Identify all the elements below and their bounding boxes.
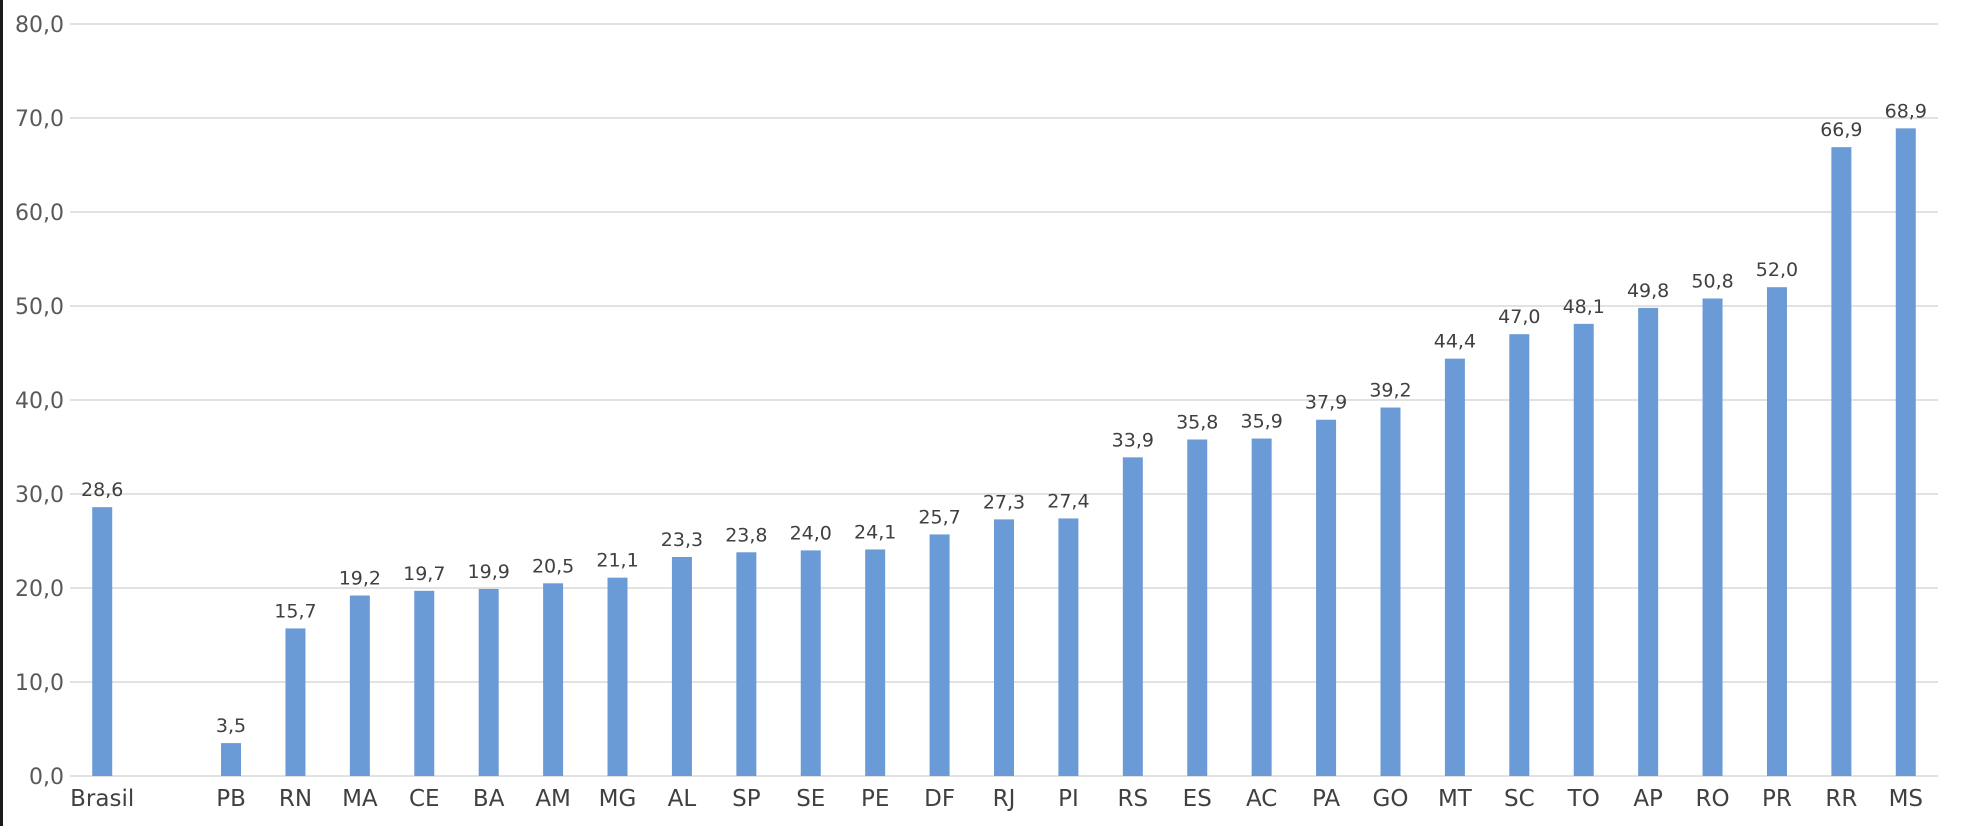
data-label: 50,8 [1691, 270, 1733, 292]
y-tick-label: 30,0 [15, 483, 64, 508]
bars [92, 128, 1916, 777]
data-labels: 28,6 3,5 15,7 19,2 19,7 19,9 20,5 21,1 23,3 23,8 2… [81, 100, 1927, 737]
bar [929, 534, 950, 776]
chart-border-left [0, 0, 3, 826]
data-label: 23,8 [725, 524, 767, 546]
x-category-label: RJ [993, 786, 1016, 812]
data-label: 27,3 [983, 491, 1025, 513]
data-label: 27,4 [1047, 490, 1089, 512]
bar [671, 556, 692, 776]
y-tick-label: 40,0 [15, 389, 64, 414]
x-category-label: PR [1762, 786, 1792, 812]
data-label: 47,0 [1498, 306, 1540, 328]
bar [1895, 128, 1916, 777]
x-category-label: RO [1696, 786, 1730, 812]
x-category-label: MS [1889, 786, 1923, 812]
bar [1573, 323, 1594, 776]
x-category-label: PB [216, 786, 246, 812]
data-label: 3,5 [216, 715, 246, 737]
bar [1251, 438, 1272, 776]
data-label: 25,7 [918, 506, 960, 528]
y-tick-label: 70,0 [15, 107, 64, 132]
bar [1316, 419, 1337, 776]
bar [92, 507, 113, 776]
x-category-label: RR [1825, 786, 1857, 812]
data-label: 66,9 [1820, 119, 1862, 141]
x-category-label: DF [924, 786, 955, 812]
data-label: 35,8 [1176, 411, 1218, 433]
data-label: 19,9 [468, 561, 510, 583]
x-category-label: TO [1567, 786, 1600, 812]
x-category-label: BA [473, 786, 505, 812]
data-label: 35,9 [1240, 411, 1282, 433]
data-label: 33,9 [1112, 429, 1154, 451]
data-label: 37,9 [1305, 392, 1347, 414]
x-category-label: SP [732, 786, 761, 812]
data-label: 19,7 [403, 563, 445, 585]
bar [1638, 307, 1659, 776]
x-category-label: CE [409, 786, 440, 812]
x-category-label: PE [861, 786, 889, 812]
y-axis-tick-labels: 0,0 10,0 20,0 30,0 40,0 50,0 60,0 70,0 80,0 [15, 13, 64, 790]
bar [1380, 407, 1401, 776]
bar [1444, 358, 1465, 776]
y-tick-label: 10,0 [15, 671, 64, 696]
data-label: 20,5 [532, 555, 574, 577]
bar [1187, 439, 1208, 776]
bar [607, 577, 628, 776]
data-label: 21,1 [596, 550, 638, 572]
bar [800, 550, 821, 776]
x-category-label: SC [1504, 786, 1535, 812]
bar [1509, 334, 1530, 776]
data-label: 15,7 [274, 600, 316, 622]
data-label: 19,2 [339, 568, 381, 590]
y-tick-label: 80,0 [15, 13, 64, 38]
data-label: 48,1 [1563, 296, 1605, 318]
data-label: 44,4 [1434, 331, 1476, 353]
bar [1702, 298, 1723, 776]
data-label: 24,0 [790, 522, 832, 544]
bar [285, 628, 306, 776]
bar [1766, 287, 1787, 776]
x-category-label: AP [1633, 786, 1663, 812]
bar [994, 519, 1014, 776]
y-tick-label: 0,0 [29, 765, 64, 790]
x-category-label: Brasil [70, 786, 134, 812]
data-label: 52,0 [1756, 259, 1798, 281]
data-label: 49,8 [1627, 280, 1669, 302]
x-category-label: PI [1058, 786, 1079, 812]
bar [736, 552, 757, 776]
y-tick-label: 50,0 [15, 295, 64, 320]
bar [478, 588, 499, 776]
bar [1122, 457, 1143, 776]
x-category-label: SE [796, 786, 825, 812]
x-category-label: MA [342, 786, 378, 812]
bar [349, 595, 370, 776]
bar [414, 590, 435, 776]
data-label: 28,6 [81, 479, 123, 501]
x-category-label: MT [1438, 786, 1473, 812]
bar [865, 549, 886, 776]
bar [1831, 147, 1852, 776]
bar [543, 583, 564, 776]
data-label: 24,1 [854, 521, 896, 543]
data-label: 39,2 [1369, 380, 1411, 402]
x-category-label: GO [1373, 786, 1409, 812]
x-axis-category-labels: Brasil PB RN MA CE BA AM MG AL SP SE PE DF RJ PI RS ES AC… [70, 786, 1923, 812]
x-category-label: AC [1246, 786, 1277, 812]
bar [221, 743, 242, 776]
data-label: 23,3 [661, 529, 703, 551]
y-tick-label: 20,0 [15, 577, 64, 602]
x-category-label: PA [1312, 786, 1340, 812]
x-category-label: RN [279, 786, 312, 812]
x-category-label: RS [1118, 786, 1149, 812]
x-category-label: AL [668, 786, 697, 812]
bar [1058, 518, 1079, 776]
x-category-label: MG [599, 786, 637, 812]
x-category-label: ES [1183, 786, 1212, 812]
data-label: 68,9 [1885, 100, 1927, 122]
x-category-label: AM [535, 786, 571, 812]
y-tick-label: 60,0 [15, 201, 64, 226]
